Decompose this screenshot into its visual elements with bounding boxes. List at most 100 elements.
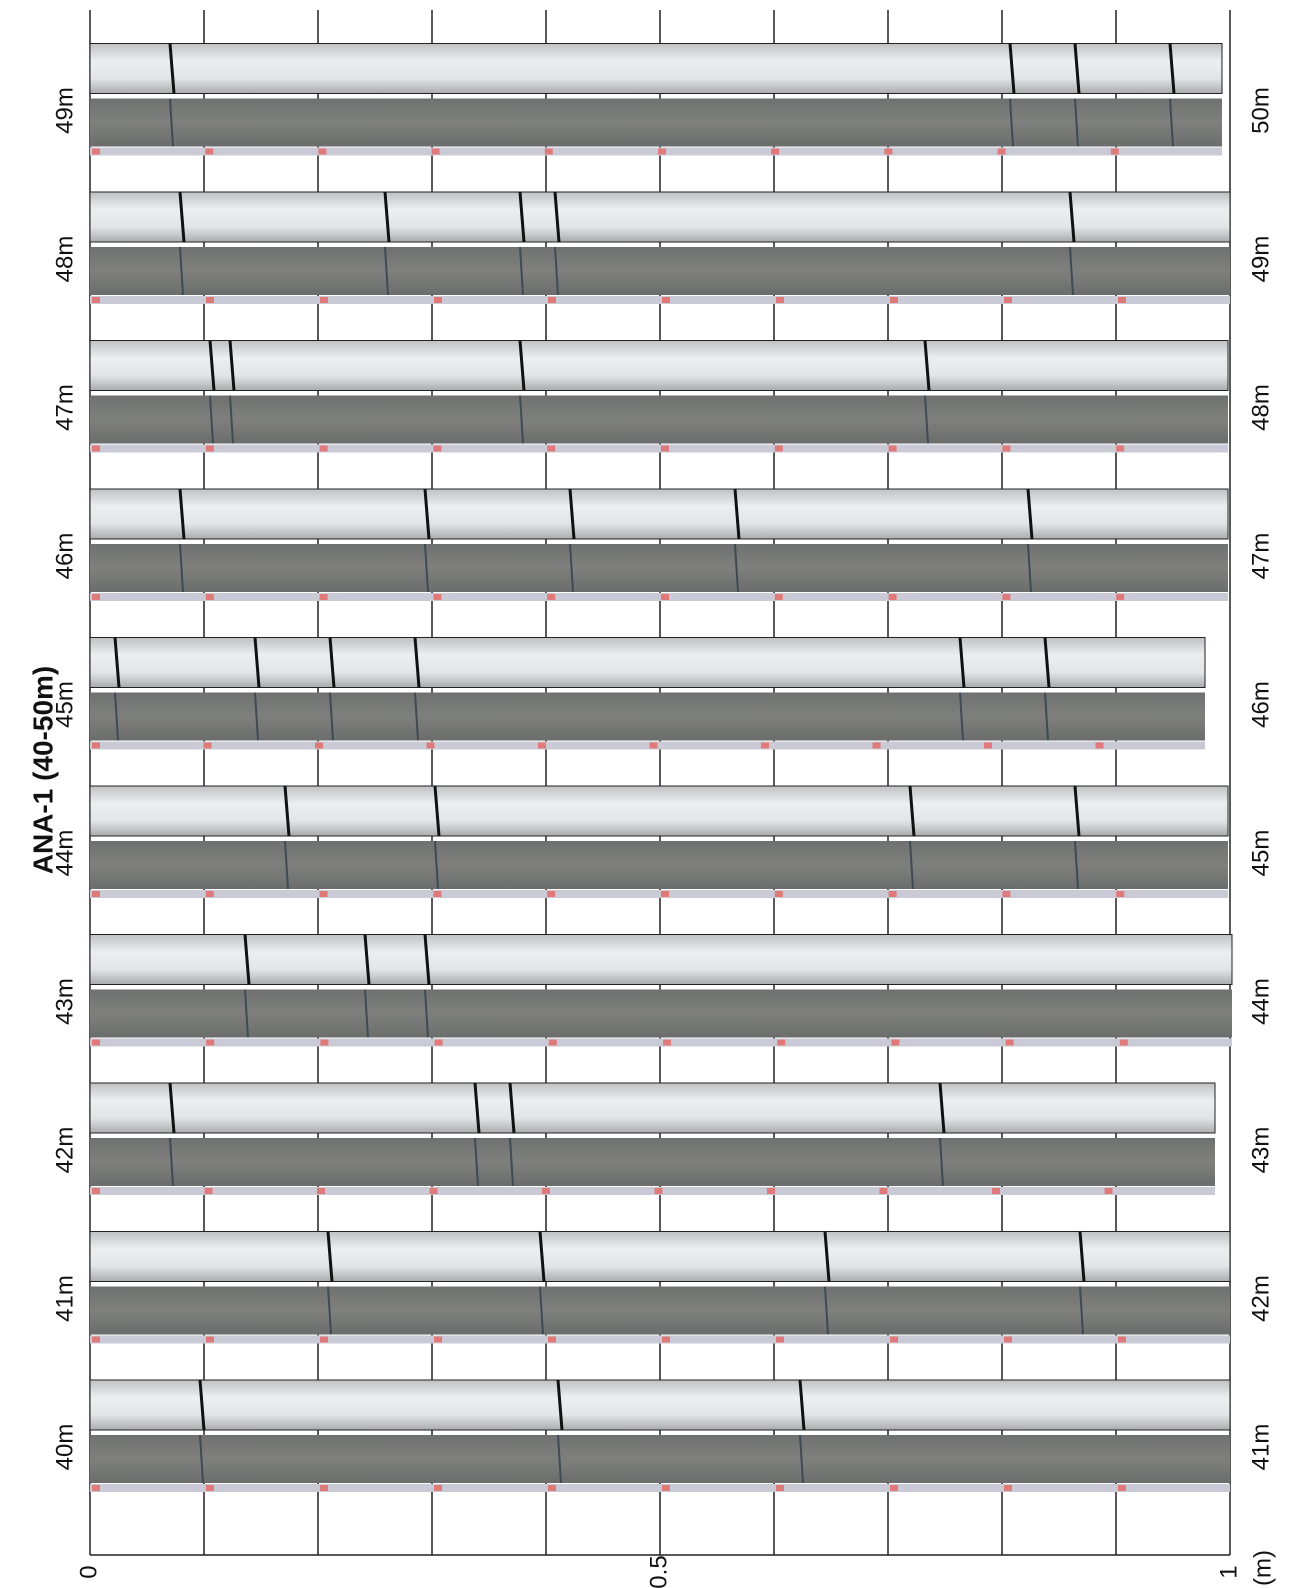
crack xyxy=(959,692,964,741)
row-bottom-label: 49m xyxy=(1247,236,1274,283)
ruler-mark xyxy=(1002,445,1011,452)
crack xyxy=(254,692,259,741)
ruler-mark xyxy=(872,742,881,749)
crack xyxy=(326,1231,334,1282)
crack xyxy=(1073,785,1081,837)
ruler-mark xyxy=(547,445,556,452)
crack xyxy=(539,1286,544,1335)
ruler xyxy=(90,296,1230,304)
ruler-mark xyxy=(884,148,893,155)
core-photo-light xyxy=(89,488,1229,540)
crack xyxy=(433,785,441,837)
ruler-mark xyxy=(204,1188,213,1194)
ruler xyxy=(90,1484,1230,1492)
core-photo-light xyxy=(89,934,1233,985)
crack xyxy=(519,395,524,444)
crack xyxy=(1068,191,1076,243)
ruler-mark xyxy=(434,1336,442,1343)
core-photo-dark xyxy=(90,841,1228,889)
ruler-mark xyxy=(92,445,100,452)
ruler-mark xyxy=(206,1485,214,1491)
ruler-mark xyxy=(661,891,669,897)
crack xyxy=(519,246,524,296)
crack xyxy=(1009,98,1014,147)
axis-label: 0 xyxy=(75,1565,102,1578)
core-photo-light xyxy=(89,1231,1231,1282)
ruler-mark xyxy=(92,891,100,897)
ruler-mark xyxy=(890,1336,898,1343)
crack xyxy=(1079,1286,1084,1335)
core-photo-light xyxy=(89,637,1206,688)
crack xyxy=(168,43,176,94)
ruler-mark xyxy=(888,891,897,897)
crack xyxy=(799,1434,804,1484)
row-bottom-label: 45m xyxy=(1247,830,1274,877)
ruler-mark xyxy=(548,1039,557,1046)
crack xyxy=(208,340,216,391)
ruler-mark xyxy=(654,1188,663,1194)
ruler-mark xyxy=(661,445,669,452)
ruler-mark xyxy=(662,1485,670,1491)
crack xyxy=(229,395,234,444)
ruler xyxy=(90,1335,1230,1344)
ruler-mark xyxy=(92,742,100,749)
core-photo-dark xyxy=(90,692,1205,741)
ruler-mark xyxy=(433,445,442,452)
ruler-mark xyxy=(1004,1485,1012,1491)
ruler-mark xyxy=(1118,297,1126,303)
ruler-mark xyxy=(542,1188,550,1194)
crack xyxy=(178,191,186,243)
crack xyxy=(1026,488,1034,540)
crack xyxy=(199,1434,204,1484)
crack xyxy=(424,989,429,1038)
ruler-mark xyxy=(205,148,214,155)
crack xyxy=(958,637,966,688)
ruler-mark xyxy=(317,1188,325,1194)
ruler-mark xyxy=(776,297,784,303)
crack xyxy=(553,191,561,243)
ruler-mark xyxy=(890,1485,898,1491)
crack xyxy=(938,1082,946,1134)
row-top-label: 42m xyxy=(51,1127,78,1174)
crack xyxy=(414,692,419,741)
crack xyxy=(554,246,559,296)
ruler-mark xyxy=(1118,1485,1126,1491)
ruler xyxy=(90,444,1228,453)
ruler xyxy=(90,593,1228,601)
axis-unit: (m) xyxy=(1249,1550,1276,1586)
row-bottom-label: 42m xyxy=(1247,1275,1274,1322)
row-top-label: 49m xyxy=(51,87,78,134)
crack xyxy=(734,543,739,593)
core-photo-dark xyxy=(90,1435,1230,1483)
crack xyxy=(424,543,429,593)
ruler-mark xyxy=(776,1336,784,1343)
ruler-mark xyxy=(320,1485,328,1491)
crack xyxy=(557,1434,562,1484)
crack xyxy=(823,1231,831,1282)
crack xyxy=(329,692,334,741)
core-photo-dark xyxy=(90,247,1230,295)
ruler-mark xyxy=(547,594,556,600)
axis-label: 1 xyxy=(1215,1565,1242,1578)
ruler-mark xyxy=(548,1336,556,1343)
crack xyxy=(1069,246,1074,296)
crack xyxy=(939,1137,944,1187)
ruler-mark xyxy=(319,445,328,452)
ruler-mark xyxy=(771,148,780,155)
ruler-mark xyxy=(662,1336,670,1343)
crack xyxy=(924,395,929,444)
core-photo-dark xyxy=(90,989,1232,1038)
crack xyxy=(209,395,214,444)
ruler-mark xyxy=(888,594,897,600)
ruler-mark xyxy=(434,1485,442,1491)
ruler-mark xyxy=(661,594,669,600)
ruler-mark xyxy=(320,297,328,303)
crack xyxy=(1027,543,1032,593)
ruler-mark xyxy=(992,1188,1000,1194)
ruler-mark xyxy=(1095,742,1104,749)
ruler-mark xyxy=(318,148,327,155)
ruler-mark xyxy=(1002,891,1011,897)
crack xyxy=(434,840,439,890)
ruler-mark xyxy=(433,891,442,897)
